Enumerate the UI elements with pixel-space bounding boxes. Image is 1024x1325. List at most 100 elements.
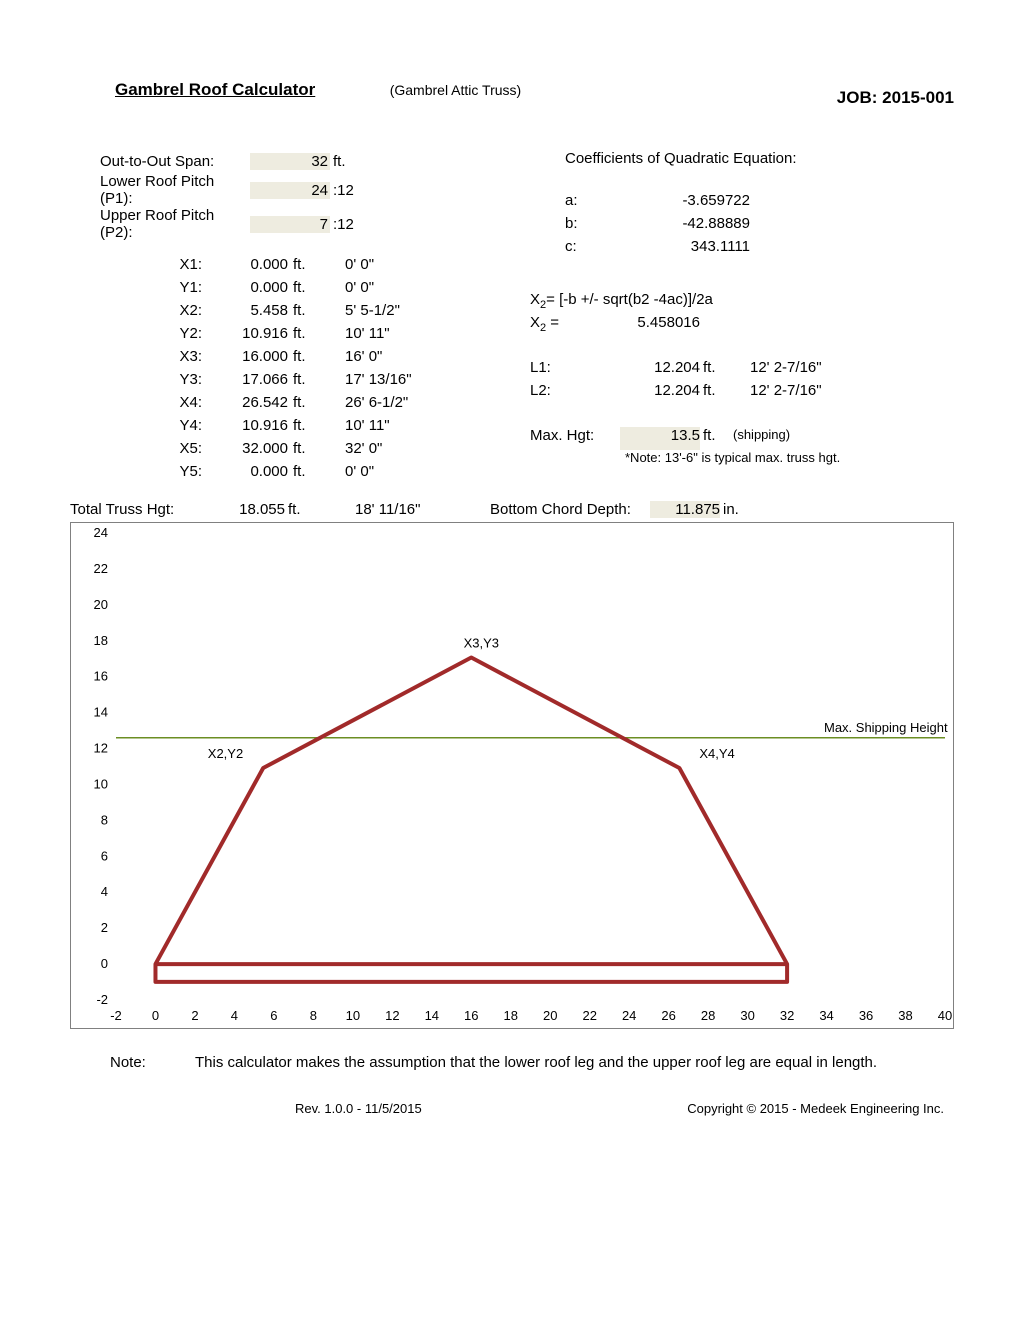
coef-b-label: b: bbox=[530, 215, 620, 238]
bcd-unit: in. bbox=[720, 501, 750, 518]
tth-imperial: 18' 11/16" bbox=[310, 501, 490, 518]
coord-value: 10.916 bbox=[210, 417, 290, 434]
svg-text:4: 4 bbox=[101, 884, 108, 899]
svg-text:22: 22 bbox=[582, 1008, 596, 1023]
tth-value: 18.055 bbox=[210, 501, 285, 518]
svg-text:-2: -2 bbox=[96, 992, 108, 1007]
coord-value: 0.000 bbox=[210, 463, 290, 480]
l1-value: 12.204 bbox=[590, 359, 700, 382]
coord-unit: ft. bbox=[290, 394, 320, 411]
svg-text:12: 12 bbox=[385, 1008, 399, 1023]
l1-imperial: 12' 2-7/16" bbox=[730, 359, 850, 382]
svg-text:10: 10 bbox=[346, 1008, 360, 1023]
svg-text:X4,Y4: X4,Y4 bbox=[699, 746, 734, 761]
coord-imperial: 0' 0" bbox=[320, 463, 440, 480]
span-row: Out-to-Out Span: 32 ft. bbox=[100, 150, 530, 173]
coord-name: X5: bbox=[100, 440, 210, 457]
eq-lhs: X bbox=[530, 291, 540, 308]
coord-imperial: 0' 0" bbox=[320, 256, 440, 273]
eq-res-lhs: X2 = bbox=[530, 314, 590, 337]
job-value: 2015-001 bbox=[882, 88, 954, 107]
p1-value: 24 bbox=[250, 182, 330, 199]
svg-text:40: 40 bbox=[938, 1008, 952, 1023]
svg-text:30: 30 bbox=[740, 1008, 754, 1023]
coord-row: Y1:0.000ft.0' 0" bbox=[100, 276, 530, 299]
coord-unit: ft. bbox=[290, 256, 320, 273]
l1-label: L1: bbox=[530, 359, 590, 382]
coord-row: X2:5.458ft.5' 5-1/2" bbox=[100, 299, 530, 322]
svg-text:14: 14 bbox=[94, 705, 108, 720]
coord-value: 16.000 bbox=[210, 348, 290, 365]
revision-text: Rev. 1.0.0 - 11/5/2015 bbox=[70, 1101, 470, 1116]
coord-value: 5.458 bbox=[210, 302, 290, 319]
svg-text:16: 16 bbox=[464, 1008, 478, 1023]
coord-imperial: 26' 6-1/2" bbox=[320, 394, 440, 411]
eq-rhs: = [-b +/- sqrt(b2 -4ac)]/2a bbox=[546, 291, 713, 308]
coord-value: 0.000 bbox=[210, 279, 290, 296]
coord-unit: ft. bbox=[290, 463, 320, 480]
coef-title: Coefficients of Quadratic Equation: bbox=[530, 150, 954, 167]
footer-note-row: Note: This calculator makes the assumpti… bbox=[70, 1054, 954, 1071]
svg-text:6: 6 bbox=[270, 1008, 277, 1023]
svg-text:32: 32 bbox=[780, 1008, 794, 1023]
revision-row: Rev. 1.0.0 - 11/5/2015 Copyright © 2015 … bbox=[70, 1101, 954, 1116]
svg-text:-2: -2 bbox=[110, 1008, 122, 1023]
l2-row: L2: 12.204 ft. 12' 2-7/16" bbox=[530, 382, 954, 405]
svg-text:24: 24 bbox=[94, 525, 108, 540]
svg-text:8: 8 bbox=[101, 812, 108, 827]
coord-value: 17.066 bbox=[210, 371, 290, 388]
coord-row: Y5:0.000ft.0' 0" bbox=[100, 460, 530, 483]
l1-row: L1: 12.204 ft. 12' 2-7/16" bbox=[530, 359, 954, 382]
job-label: JOB: 2015-001 bbox=[837, 88, 954, 108]
chart-container: -2024681012141618202224-2024681012141618… bbox=[70, 522, 954, 1029]
maxhgt-label: Max. Hgt: bbox=[530, 427, 620, 450]
page-title: Gambrel Roof Calculator bbox=[115, 80, 315, 100]
svg-text:18: 18 bbox=[504, 1008, 518, 1023]
coord-row: X4:26.542ft.26' 6-1/2" bbox=[100, 391, 530, 414]
svg-text:20: 20 bbox=[94, 597, 108, 612]
svg-text:12: 12 bbox=[94, 741, 108, 756]
coord-name: Y1: bbox=[100, 279, 210, 296]
coef-c-value: 343.1111 bbox=[620, 238, 750, 261]
truss-chart: -2024681012141618202224-2024681012141618… bbox=[71, 523, 953, 1028]
p1-unit: :12 bbox=[330, 182, 360, 199]
l2-label: L2: bbox=[530, 382, 590, 405]
coord-imperial: 17' 13/16" bbox=[320, 371, 440, 388]
coord-name: Y4: bbox=[100, 417, 210, 434]
job-prefix: JOB: bbox=[837, 88, 878, 107]
svg-text:6: 6 bbox=[101, 848, 108, 863]
coord-unit: ft. bbox=[290, 371, 320, 388]
maxhgt-suffix: (shipping) bbox=[730, 427, 790, 450]
coord-unit: ft. bbox=[290, 440, 320, 457]
svg-text:X3,Y3: X3,Y3 bbox=[464, 636, 499, 651]
svg-text:8: 8 bbox=[310, 1008, 317, 1023]
coordinates-section: X1:0.000ft.0' 0"Y1:0.000ft.0' 0"X2:5.458… bbox=[100, 253, 530, 483]
coord-imperial: 0' 0" bbox=[320, 279, 440, 296]
svg-text:4: 4 bbox=[231, 1008, 238, 1023]
svg-text:18: 18 bbox=[94, 633, 108, 648]
coord-imperial: 32' 0" bbox=[320, 440, 440, 457]
svg-text:16: 16 bbox=[94, 669, 108, 684]
copyright-text: Copyright © 2015 - Medeek Engineering In… bbox=[470, 1101, 954, 1116]
p1-label: Lower Roof Pitch (P1): bbox=[100, 173, 250, 207]
coef-c-row: c: 343.1111 bbox=[530, 238, 954, 261]
svg-text:2: 2 bbox=[191, 1008, 198, 1023]
coef-b-value: -42.88889 bbox=[620, 215, 750, 238]
coef-b-row: b: -42.88889 bbox=[530, 215, 954, 238]
p2-value: 7 bbox=[250, 216, 330, 233]
page-subtitle: (Gambrel Attic Truss) bbox=[390, 82, 521, 98]
span-value: 32 bbox=[250, 153, 330, 170]
coord-unit: ft. bbox=[290, 279, 320, 296]
coord-unit: ft. bbox=[290, 348, 320, 365]
p2-row: Upper Roof Pitch (P2): 7 :12 bbox=[100, 207, 530, 241]
coord-row: X5:32.000ft.32' 0" bbox=[100, 437, 530, 460]
coord-unit: ft. bbox=[290, 417, 320, 434]
coord-name: X3: bbox=[100, 348, 210, 365]
equation-result: X2 = 5.458016 bbox=[530, 314, 954, 337]
coord-imperial: 10' 11" bbox=[320, 417, 440, 434]
coord-name: X1: bbox=[100, 256, 210, 273]
coord-imperial: 10' 11" bbox=[320, 325, 440, 342]
coord-imperial: 5' 5-1/2" bbox=[320, 302, 440, 319]
svg-text:14: 14 bbox=[425, 1008, 439, 1023]
right-column: Coefficients of Quadratic Equation: a: -… bbox=[530, 150, 954, 483]
